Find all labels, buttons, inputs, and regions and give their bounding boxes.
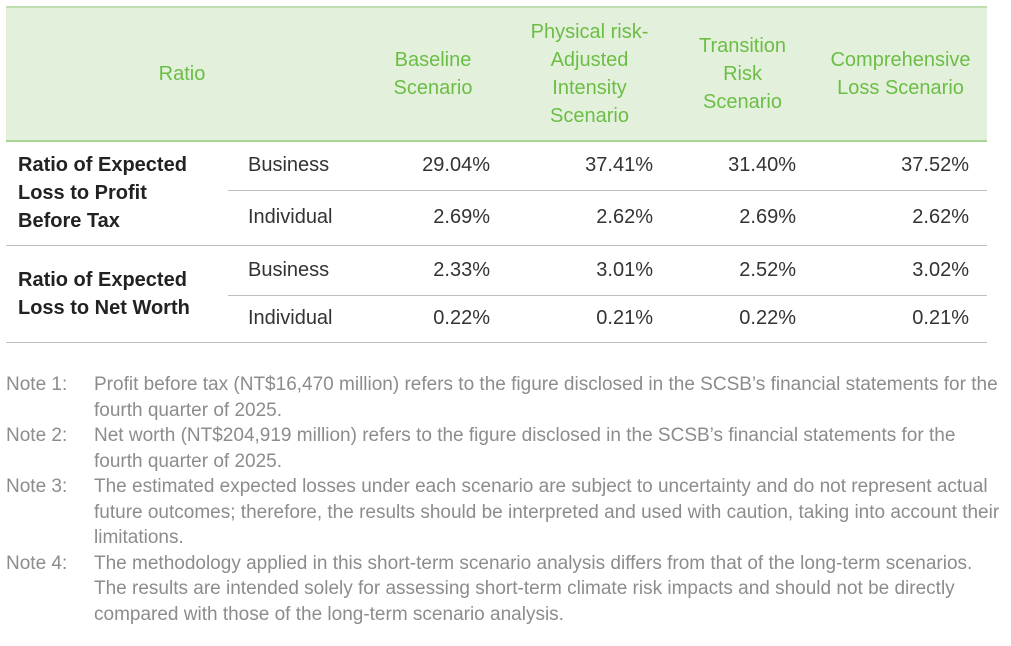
notes-section: Note 1: Profit before tax (NT$16,470 mil… (6, 372, 1001, 627)
table-row: Individual 2.69% 2.62% 2.69% 2.62% (6, 190, 988, 246)
note-4: Note 4: The methodology applied in this … (6, 551, 1001, 628)
note-text: Profit before tax (NT$16,470 million) re… (94, 374, 998, 421)
value-cell: 2.69% (671, 190, 815, 246)
note-text: The estimated expected losses under each… (94, 476, 1000, 548)
value-cell: 37.41% (508, 141, 672, 191)
value-cell: 2.69% (358, 190, 509, 246)
value-cell: 37.52% (814, 141, 988, 191)
value-cell: 0.21% (814, 295, 988, 343)
ratio-label-profit-before-tax: Ratio of Expected Loss to Profit Before Ta… (6, 141, 228, 246)
table-row: Ratio of Expected Loss to Net Worth Busin… (6, 245, 988, 343)
borrower-type-cell: Business (228, 245, 359, 296)
note-label: Note 1: (6, 374, 68, 395)
expected-loss-table: Ratio Baseline Scenario Physical risk- Adj… (6, 6, 988, 343)
value-cell: 2.62% (814, 190, 988, 246)
borrower-type-cell: Individual (228, 190, 359, 246)
header-transition-risk-scenario: Transition Risk Scenario (671, 6, 815, 142)
scenario-table-container: Ratio Baseline Scenario Physical risk- Adj… (6, 6, 988, 343)
header-comprehensive-loss-scenario: Comprehensive Loss Scenario (814, 6, 988, 142)
header-physical-risk-scenario: Physical risk- Adjusted Intensity Scenario (508, 6, 672, 142)
value-cell: 2.52% (671, 245, 815, 296)
value-cell: 2.33% (358, 245, 509, 296)
note-3: Note 3: The estimated expected losses un… (6, 474, 1001, 551)
value-cell: 0.22% (671, 295, 815, 343)
note-label: Note 3: (6, 476, 68, 497)
table-row: Ratio of Expected Loss to Profit Before Ta… (6, 141, 988, 246)
value-cell: 0.22% (358, 295, 509, 343)
value-cell: 0.21% (508, 295, 672, 343)
value-cell: 29.04% (358, 141, 509, 191)
value-cell: 3.01% (508, 245, 672, 296)
borrower-type-cell: Individual (228, 295, 359, 343)
note-label: Note 2: (6, 425, 68, 446)
header-baseline-scenario: Baseline Scenario (358, 6, 509, 142)
value-cell: 2.62% (508, 190, 672, 246)
table-row: Individual 0.22% 0.21% 0.22% 0.21% (6, 295, 988, 343)
note-label: Note 4: (6, 552, 68, 574)
value-cell: 31.40% (671, 141, 815, 191)
header-ratio: Ratio (6, 6, 359, 142)
value-cell: 3.02% (814, 245, 988, 296)
borrower-type-cell: Business (228, 141, 359, 191)
note-1: Note 1: Profit before tax (NT$16,470 mil… (6, 372, 1001, 423)
table-header-row: Ratio Baseline Scenario Physical risk- Adj… (6, 6, 988, 142)
note-text: Net worth (NT$204,919 million) refers to… (94, 425, 956, 472)
note-2: Note 2: Net worth (NT$204,919 million) r… (6, 423, 1001, 474)
ratio-label-net-worth: Ratio of Expected Loss to Net Worth (6, 245, 228, 343)
note-text: The methodology applied in this short-te… (94, 552, 973, 625)
